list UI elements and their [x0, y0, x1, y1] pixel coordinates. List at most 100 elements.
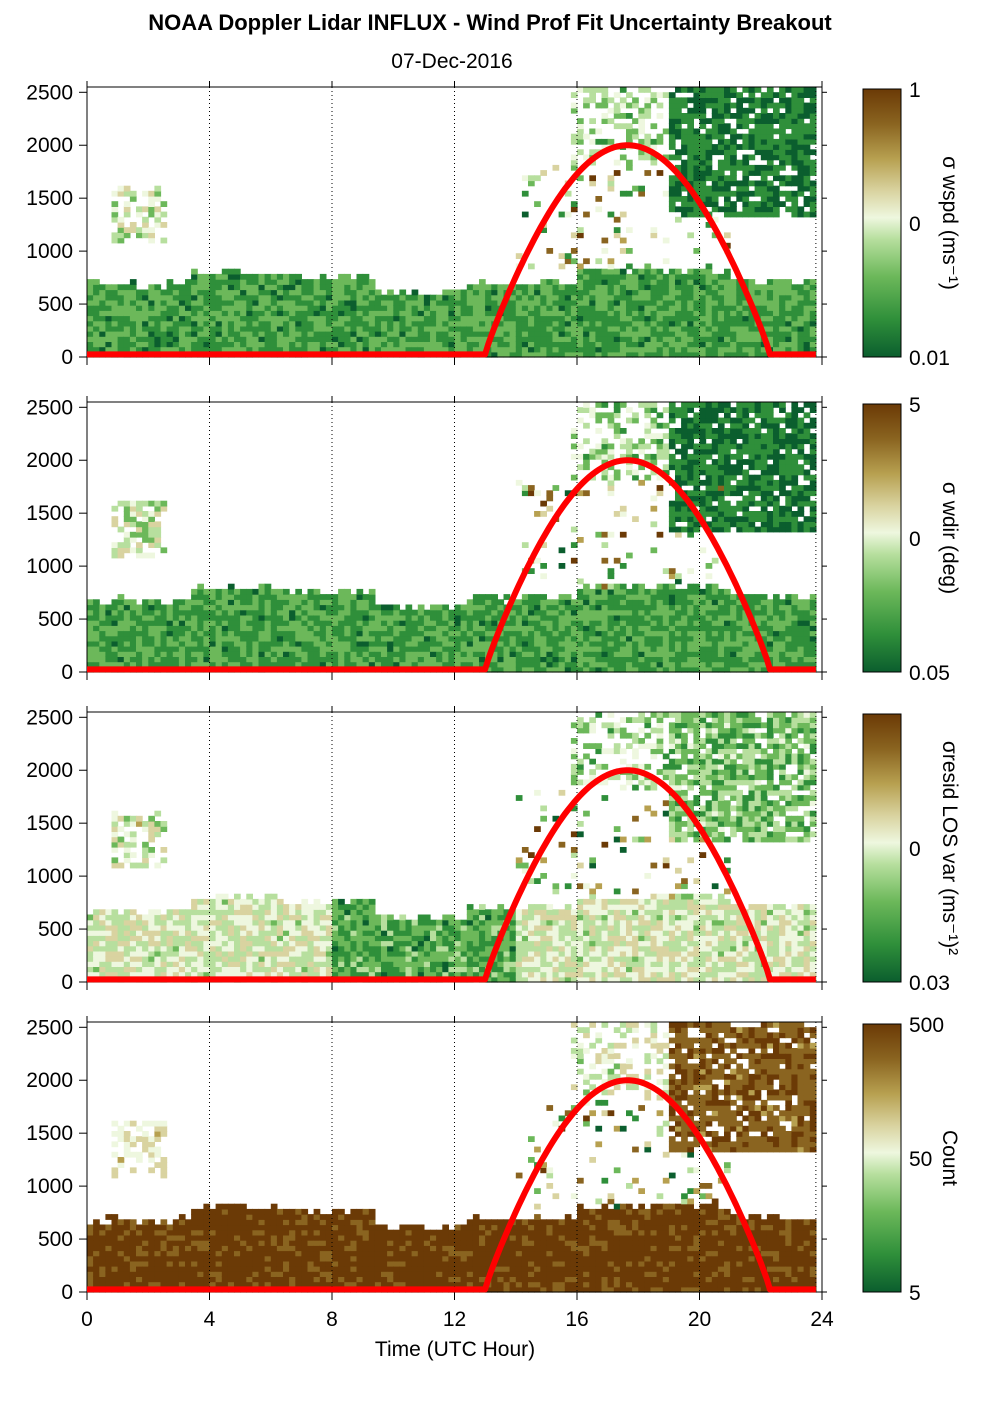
heatmap-cell [570, 305, 578, 311]
heatmap-cell [368, 336, 376, 342]
heatmap-cell [129, 609, 137, 616]
heatmap-cell [791, 656, 799, 663]
heatmap-cell [338, 273, 345, 280]
heatmap-cell [785, 495, 792, 502]
heatmap-cell [577, 268, 584, 275]
heatmap-cell [601, 320, 609, 327]
heatmap-cell [564, 305, 572, 311]
heatmap-cell [583, 402, 590, 408]
heatmap-cell [626, 336, 633, 342]
heatmap-cell [656, 594, 664, 600]
heatmap-cell [742, 635, 750, 642]
heatmap-cell [405, 294, 413, 301]
heatmap-cell [748, 336, 756, 342]
heatmap-cell [570, 341, 578, 348]
heatmap-cell [711, 656, 719, 663]
heatmap-cell [552, 341, 560, 348]
heatmap-cell [197, 284, 204, 291]
heatmap-cell [736, 294, 743, 301]
heatmap-cell [240, 625, 247, 632]
heatmap-cell [773, 175, 780, 182]
heatmap-cell [234, 310, 241, 317]
heatmap-cell [503, 666, 511, 673]
heatmap-cell [528, 351, 535, 358]
heatmap-cell [411, 614, 419, 621]
heatmap-cell [662, 346, 670, 353]
heatmap-cell [313, 331, 321, 337]
heatmap-cell [411, 336, 419, 342]
heatmap-cell [613, 232, 621, 239]
heatmap-cell [460, 315, 468, 322]
heatmap-cell [393, 614, 400, 621]
heatmap-cell [387, 294, 394, 301]
heatmap-cell [564, 289, 572, 296]
heatmap-cell [766, 118, 774, 124]
heatmap-cell [546, 305, 554, 311]
heatmap-cell [760, 170, 768, 176]
heatmap-cell [601, 412, 609, 419]
heatmap-cell [675, 299, 682, 306]
heatmap-cell [540, 320, 547, 327]
heatmap-cell [730, 521, 737, 528]
heatmap-cell [540, 620, 547, 626]
heatmap-cell [270, 614, 278, 621]
heatmap-cell [240, 289, 247, 296]
heatmap-cell [681, 474, 688, 481]
heatmap-cell [564, 661, 572, 668]
heatmap-cell [203, 588, 211, 595]
heatmap-cell [687, 201, 694, 207]
heatmap-cell [203, 325, 211, 332]
heatmap-cell [773, 604, 780, 611]
heatmap-cell [705, 443, 713, 450]
heatmap-cell [178, 331, 186, 337]
heatmap-cell [276, 320, 284, 327]
heatmap-cell [528, 630, 535, 637]
heatmap-cell [570, 294, 578, 301]
heatmap-cell [227, 620, 235, 626]
heatmap-cell [717, 402, 725, 408]
heatmap-cell [693, 402, 701, 408]
heatmap-cell [717, 320, 725, 327]
heatmap-cell [319, 656, 327, 663]
heatmap-cell [791, 211, 799, 218]
heatmap-cell [681, 604, 688, 611]
heatmap-cell [748, 453, 756, 460]
heatmap-cell [491, 294, 498, 301]
heatmap-cell [136, 211, 143, 218]
heatmap-cell [797, 305, 805, 311]
heatmap-cell [240, 656, 247, 663]
heatmap-cell [687, 666, 694, 673]
heatmap-cell [564, 599, 572, 606]
heatmap-cell [534, 651, 541, 657]
heatmap-cell [166, 294, 174, 301]
heatmap-cell [93, 315, 100, 322]
heatmap-cell [191, 273, 198, 280]
heatmap-cell [717, 346, 725, 353]
heatmap-cell [148, 284, 155, 291]
heatmap-cell [613, 159, 621, 166]
heatmap-cell [319, 599, 327, 606]
heatmap-cell [191, 614, 198, 621]
heatmap-cell [472, 646, 480, 652]
heatmap-cell [742, 185, 750, 192]
heatmap-cell [791, 346, 799, 353]
heatmap-cell [246, 635, 253, 642]
heatmap-cell [558, 315, 566, 322]
heatmap-cell [730, 211, 737, 218]
heatmap-cell [521, 609, 529, 616]
heatmap-cell [154, 341, 162, 348]
heatmap-cell [589, 620, 596, 626]
heatmap-cell [705, 505, 713, 512]
heatmap-cell [558, 336, 566, 342]
heatmap-cell [479, 279, 486, 285]
heatmap-cell [411, 294, 419, 301]
heatmap-cell [766, 336, 774, 342]
heatmap-cell [779, 190, 786, 197]
heatmap-cell [117, 320, 125, 327]
heatmap-cell [497, 635, 505, 642]
heatmap-cell [460, 646, 468, 652]
heatmap-cell [717, 407, 725, 413]
heatmap-cell [552, 336, 560, 342]
heatmap-cell [448, 661, 456, 668]
heatmap-cell [479, 320, 486, 327]
